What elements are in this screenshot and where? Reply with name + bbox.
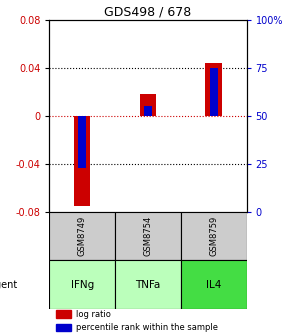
Text: GSM8754: GSM8754 [143, 216, 153, 256]
Bar [49, 260, 115, 309]
Bar [56, 310, 71, 318]
Title: GDS498 / 678: GDS498 / 678 [104, 6, 191, 19]
Text: GSM8759: GSM8759 [209, 216, 218, 256]
Bar [115, 260, 181, 309]
Text: TNFa: TNFa [135, 280, 161, 290]
Text: log ratio: log ratio [75, 310, 110, 319]
Bar [181, 260, 246, 309]
Bar [144, 106, 152, 116]
Text: GSM8749: GSM8749 [78, 216, 87, 256]
Text: agent: agent [0, 280, 18, 290]
Bar [78, 116, 86, 168]
Bar [49, 212, 115, 260]
Text: percentile rank within the sample: percentile rank within the sample [75, 323, 218, 332]
Bar [140, 94, 156, 116]
Bar [205, 63, 222, 116]
Bar [181, 212, 246, 260]
Bar [115, 212, 181, 260]
Bar [74, 116, 90, 206]
Bar [56, 324, 71, 331]
Text: IFNg: IFNg [70, 280, 94, 290]
Text: IL4: IL4 [206, 280, 221, 290]
Bar [210, 68, 218, 116]
